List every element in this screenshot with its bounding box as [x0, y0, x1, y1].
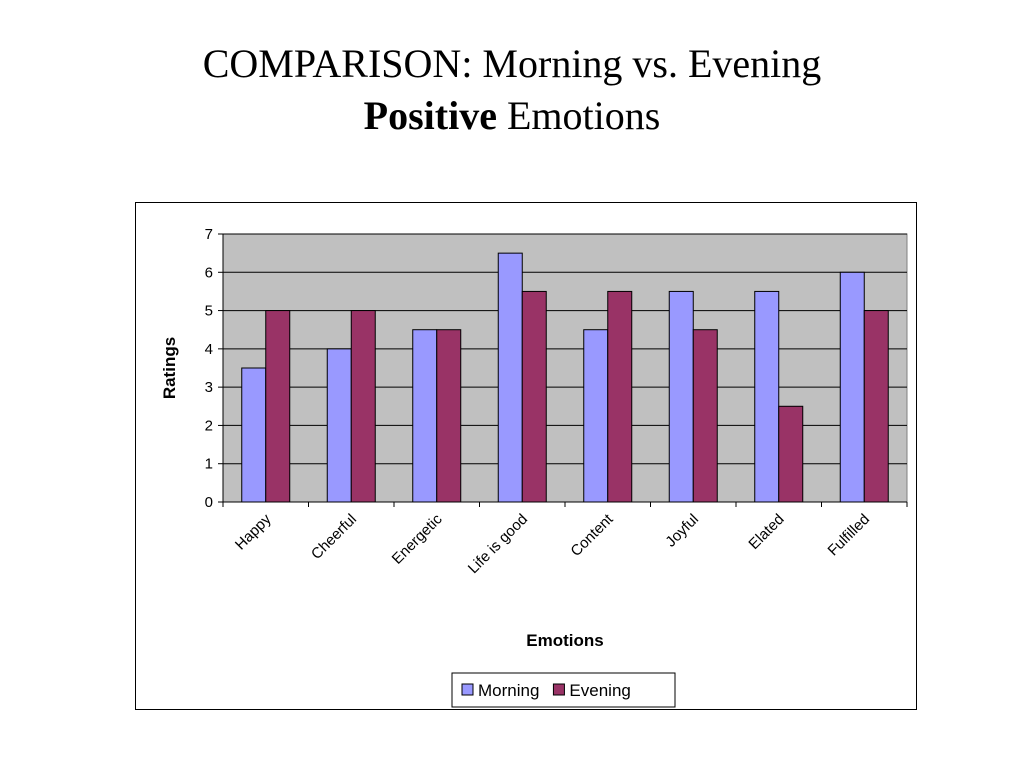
- plot-area: [222, 233, 908, 503]
- bar-evening-content: [607, 290, 633, 503]
- legend-label-morning: Morning: [478, 681, 539, 700]
- bar-chart: 0 1 2 3 4 5 6 7 Happy Cheerful Energetic Life is go…: [160, 226, 908, 708]
- y-tick-label: 7: [205, 226, 213, 243]
- x-tick-label: Happy: [232, 510, 275, 553]
- slide-title: COMPARISON: Morning vs. Evening Positive…: [0, 38, 1024, 142]
- title-rest: Emotions: [496, 93, 661, 138]
- legend-swatch-evening: [552, 683, 565, 696]
- x-tick-label: Fulfilled: [825, 511, 874, 560]
- y-tick-label: 5: [205, 303, 213, 320]
- bar-morning-fulfilled: [839, 271, 865, 503]
- x-tick-label: Joyful: [662, 511, 702, 551]
- bar-morning-happy: [241, 367, 267, 503]
- y-axis-title: Ratings: [160, 337, 179, 399]
- x-axis-title: Emotions: [526, 631, 603, 650]
- bar-evening-life-is-good: [521, 290, 547, 503]
- legend-swatch-morning: [461, 683, 474, 696]
- y-tick-label: 4: [205, 341, 213, 358]
- bar-evening-joyful: [692, 329, 718, 503]
- y-tick-label: 1: [205, 456, 213, 473]
- y-tick-label: 0: [205, 494, 213, 511]
- y-tick-label: 6: [205, 264, 213, 281]
- bar-morning-life-is-good: [497, 252, 523, 503]
- x-tick-label: Energetic: [389, 510, 446, 567]
- x-tick-label: Elated: [745, 511, 787, 553]
- bar-morning-joyful: [668, 290, 694, 503]
- x-tick-label: Life is good: [465, 511, 531, 577]
- chart-frame: 0 1 2 3 4 5 6 7 Happy Cheerful Energetic Life is go…: [135, 202, 917, 710]
- legend-label-evening: Evening: [569, 681, 630, 700]
- x-tick-label: Content: [567, 510, 617, 560]
- title-line-2: Positive Emotions: [0, 90, 1024, 142]
- y-tick-label: 3: [205, 379, 213, 396]
- bar-evening-elated: [778, 405, 804, 503]
- bar-evening-energetic: [436, 329, 462, 503]
- bar-morning-content: [583, 329, 609, 503]
- bar-evening-cheerful: [350, 310, 376, 503]
- y-tick-label: 2: [205, 417, 213, 434]
- title-bold-word: Positive: [363, 93, 497, 138]
- bar-morning-elated: [754, 290, 780, 503]
- bar-morning-energetic: [412, 329, 438, 503]
- bar-evening-fulfilled: [863, 310, 889, 503]
- x-tick-label: Cheerful: [308, 511, 360, 563]
- bar-morning-cheerful: [326, 348, 352, 503]
- bar-evening-happy: [265, 310, 291, 503]
- title-line-1: COMPARISON: Morning vs. Evening: [202, 41, 822, 86]
